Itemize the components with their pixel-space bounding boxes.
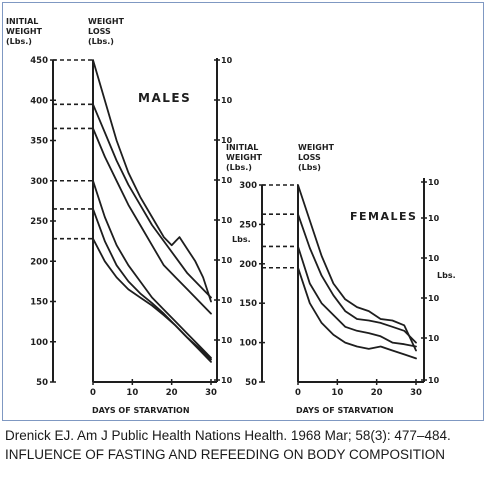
females-series-line-1 (297, 184, 417, 352)
females-right-tick-label: 10 (428, 334, 440, 343)
females-right-tick-label: 10 (428, 254, 440, 263)
females-right-unit: Lbs. (437, 271, 456, 280)
males-y-tick-label: 300 (30, 177, 48, 187)
males-y-tick-label: 400 (30, 96, 48, 106)
females-y-tick-label: 300 (239, 181, 257, 191)
females-x-axis-label: DAYS OF STARVATION (296, 406, 394, 415)
males-x-tick-label: 0 (90, 388, 96, 398)
males-right-tick-label: 10 (221, 336, 233, 345)
females-loss-axis-label-3: (Lbs) (298, 163, 321, 172)
males-y-tick-label: 200 (30, 257, 48, 267)
females-title: FEMALES (350, 210, 417, 223)
females-right-tick-label: 10 (428, 178, 440, 187)
males-x-tick-label: 30 (205, 388, 217, 398)
males-title: MALES (138, 91, 191, 105)
females-left-axis-label-3: (Lbs.) (226, 163, 252, 172)
females-y-tick-label: 200 (239, 260, 257, 270)
males-y-tick-label: 50 (36, 378, 48, 388)
females-series-line-3 (297, 245, 417, 348)
females-series-line-4 (297, 266, 417, 360)
females-y-tick-label: 100 (239, 339, 257, 349)
females-right-tick-label: 10 (428, 214, 440, 223)
males-series-line-1 (92, 59, 212, 303)
females-x-tick-label: 30 (410, 388, 422, 398)
females-left-axis-label-2: WEIGHT (226, 153, 263, 162)
males-y-tick-label: 100 (30, 338, 48, 348)
males-x-tick-label: 20 (166, 388, 178, 398)
males-x-axis-label: DAYS OF STARVATION (92, 406, 190, 415)
males-left-axis-label-3: (Lbs.) (6, 37, 32, 46)
males-right-tick-label: 10 (221, 56, 233, 65)
females-x-tick-label: 0 (295, 388, 301, 398)
females-y-tick-label: 150 (239, 299, 257, 309)
females-loss-axis-label-1: WEIGHT (298, 143, 335, 152)
males-loss-axis-label-2: LOSS (88, 27, 111, 36)
females-left-axis-label-1: INITIAL (226, 143, 258, 152)
males-y-tick-label: 350 (30, 137, 48, 147)
males-right-tick-label: 10 (221, 136, 233, 145)
females-y-tick-label: 250 (239, 220, 257, 230)
females-plot: 50 100 150 200 250 300 0 10 20 30 10 10 10 10 10 10 (239, 178, 440, 398)
males-y-tick-label: 250 (30, 217, 48, 227)
males-loss-axis-label-3: (Lbs.) (88, 37, 114, 46)
males-series-line-4 (92, 179, 212, 359)
males-loss-axis-label-1: WEIGHT (88, 17, 125, 26)
females-x-tick-label: 10 (331, 388, 343, 398)
study-title-line: INFLUENCE OF FASTING AND REFEEDING ON BO… (5, 447, 446, 462)
males-series-line-6 (92, 237, 212, 363)
females-right-tick-label: 10 (428, 376, 440, 385)
females-loss-axis-label-2: LOSS (298, 153, 321, 162)
figure-frame (2, 2, 484, 421)
males-series-line-3 (92, 127, 212, 315)
males-right-tick-label: 10 (221, 296, 233, 305)
females-y-tick-label: 50 (245, 378, 257, 388)
males-right-tick-label: 10 (221, 256, 233, 265)
males-left-axis-label-2: WEIGHT (6, 27, 43, 36)
males-left-axis-label-1: INITIAL (6, 17, 38, 26)
males-right-tick-label: 10 (221, 176, 233, 185)
males-right-tick-label: 10 (221, 376, 233, 385)
males-plot: 50 100 150 200 250 300 350 400 450 0 10 20 30 10 10 10 1… (30, 56, 232, 398)
males-right-tick-label: 10 (221, 96, 233, 105)
females-series-line-2 (297, 213, 417, 344)
males-y-tick-label: 450 (30, 56, 48, 66)
females-x-tick-label: 20 (371, 388, 383, 398)
females-right-tick-label: 10 (428, 294, 440, 303)
males-right-unit: Lbs. (232, 235, 251, 244)
citation-line: Drenick EJ. Am J Public Health Nations H… (5, 428, 451, 443)
males-series-line-2 (92, 103, 212, 299)
males-x-tick-label: 10 (126, 388, 138, 398)
males-y-tick-label: 150 (30, 298, 48, 308)
males-right-tick-label: 10 (221, 216, 233, 225)
